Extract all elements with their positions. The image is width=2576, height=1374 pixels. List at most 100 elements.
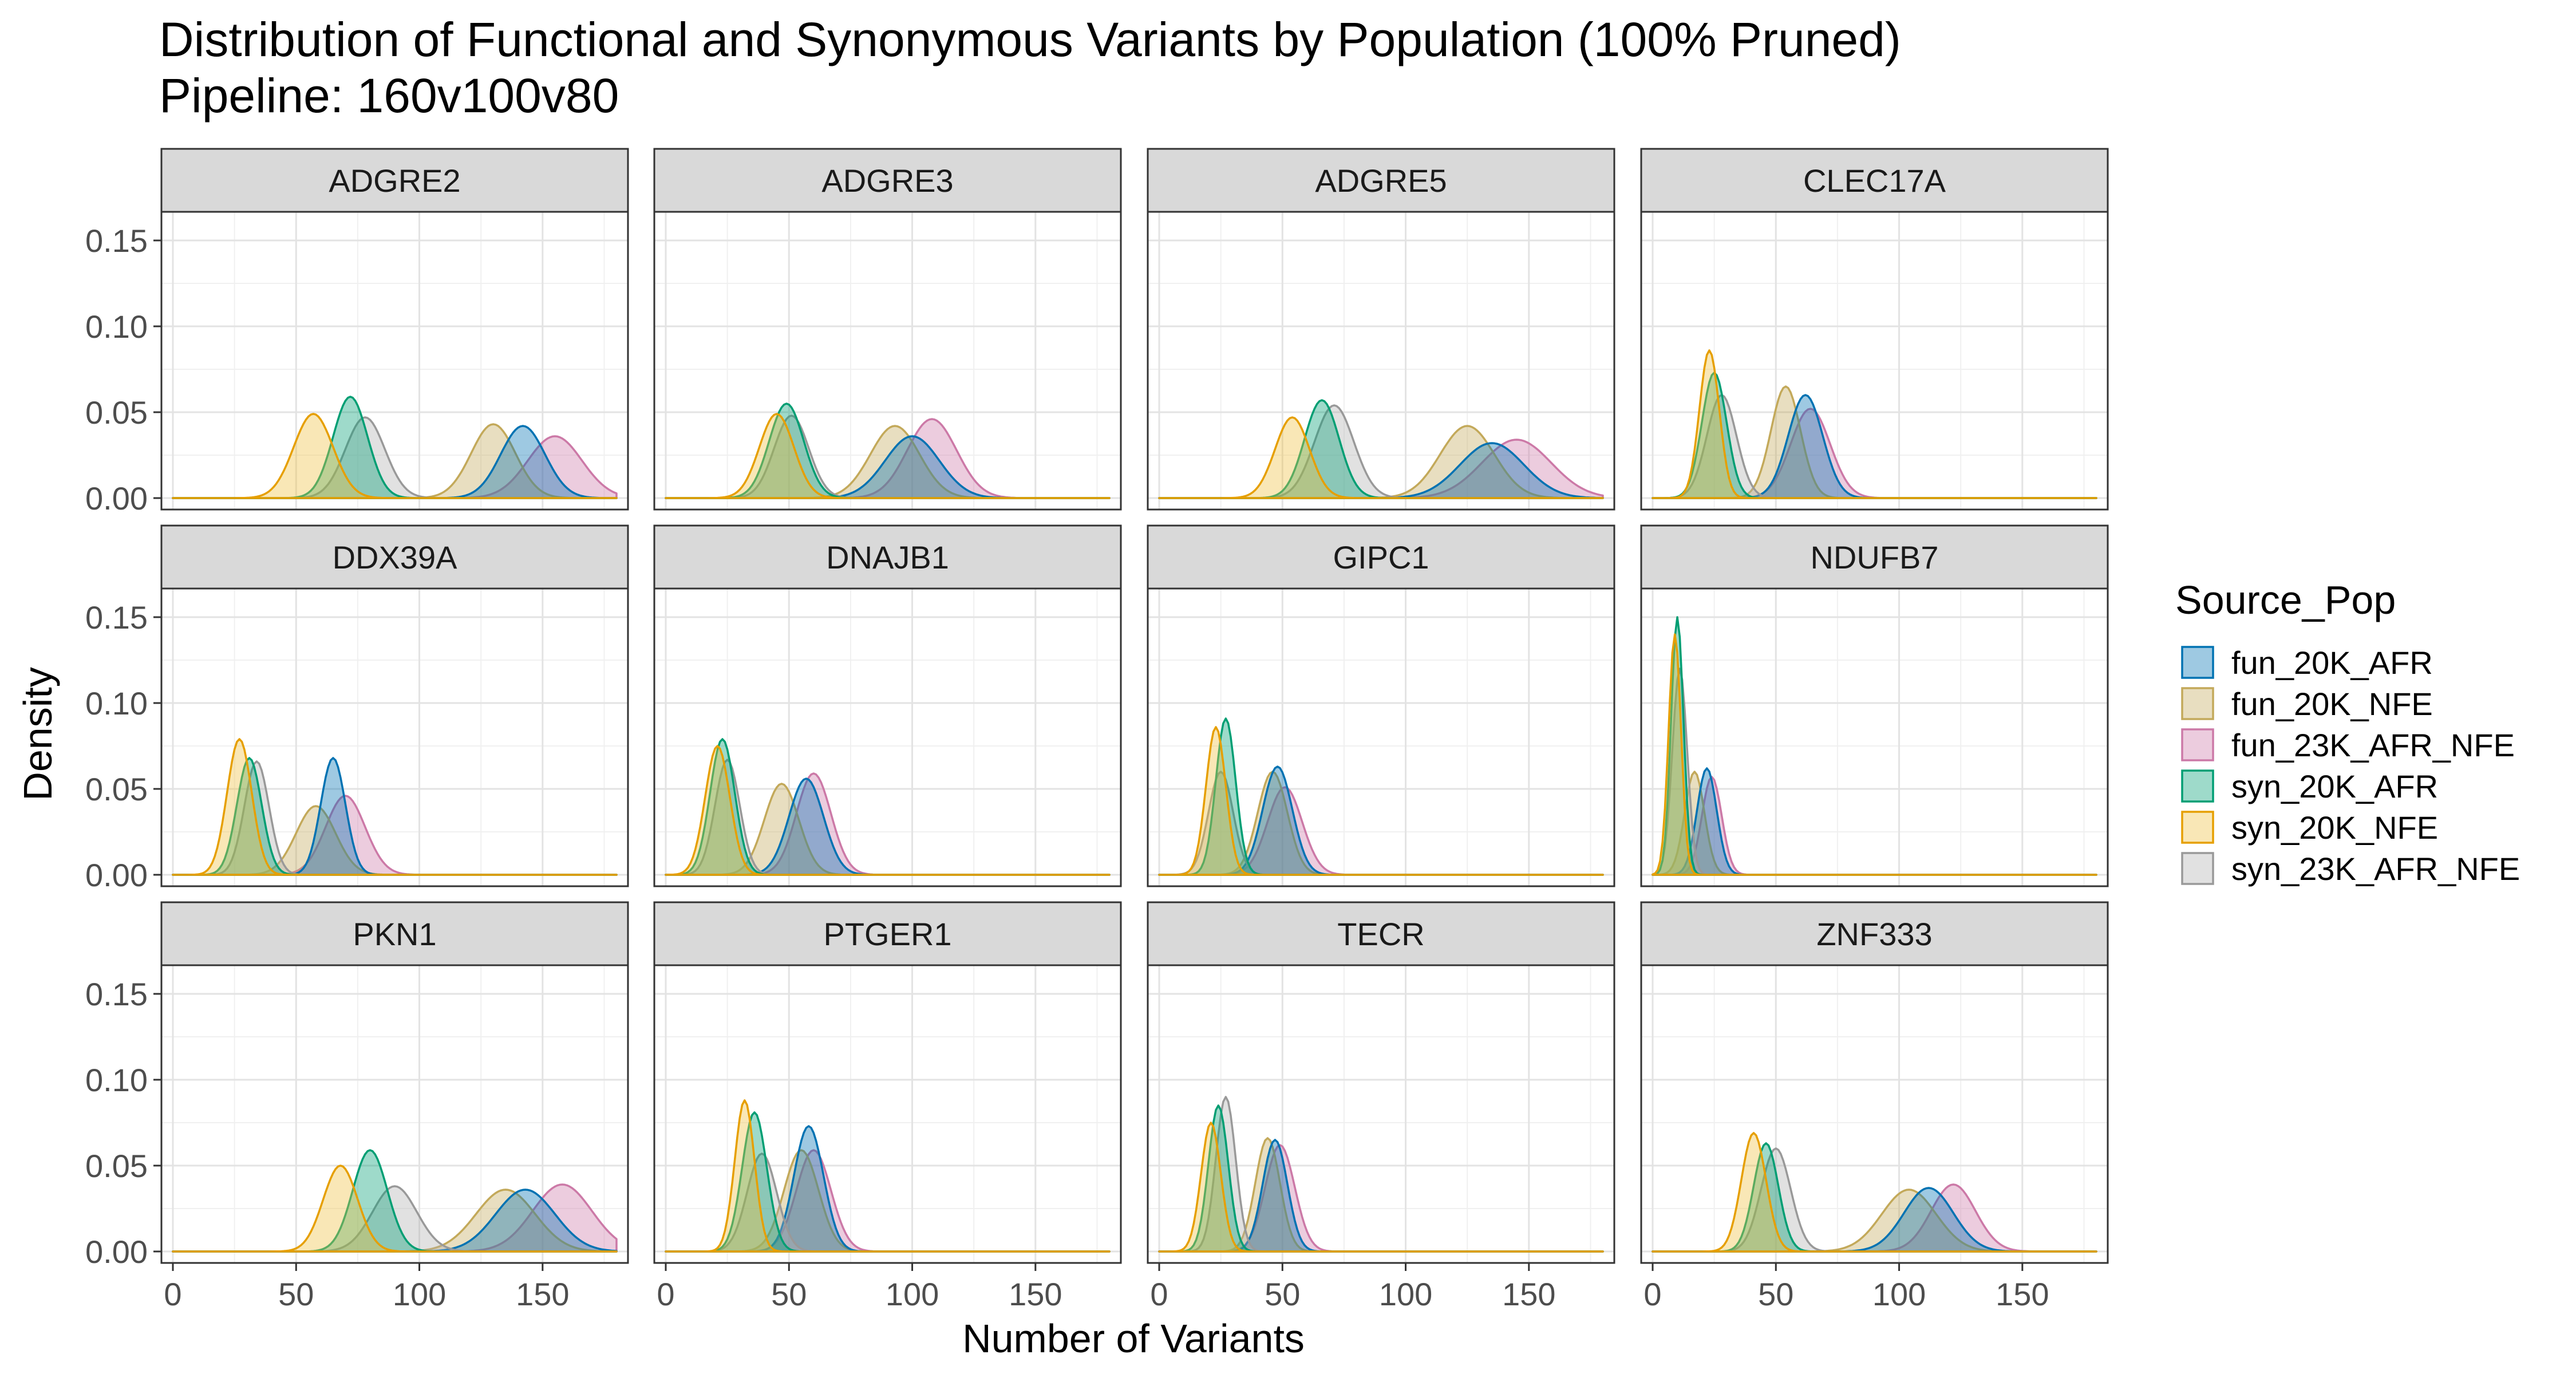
- x-tick-label: 50: [1265, 1276, 1300, 1312]
- x-tick-label: 100: [886, 1276, 939, 1312]
- facet-panel-pkn1: PKN1: [160, 901, 629, 1264]
- facet-panel-tecr: TECR: [1147, 901, 1615, 1264]
- facet-strip-label: CLEC17A: [1803, 163, 1946, 199]
- facet-strip: [1147, 524, 1615, 590]
- facet-panel-gipc1: GIPC1: [1147, 524, 1615, 887]
- legend-item-fun-20k-afr: fun_20K_AFR: [2181, 645, 2433, 681]
- facet-strip-label: PKN1: [353, 916, 436, 952]
- legend-swatch: [2181, 769, 2214, 803]
- facet-strip-label: ADGRE5: [1315, 163, 1447, 199]
- legend-swatch: [2181, 811, 2214, 844]
- legend-key-background: [2181, 811, 2214, 844]
- density-area-syn-20k-nfe: [665, 1099, 1111, 1253]
- density-area-syn-20k-nfe: [665, 745, 1111, 876]
- x-tick-label: 0: [657, 1276, 674, 1312]
- legend-swatch: [2181, 852, 2214, 885]
- density-area-syn-20k-nfe: [1158, 1122, 1604, 1253]
- panel-border: [160, 587, 629, 887]
- facet-strip: [160, 524, 629, 590]
- y-tick-label: 0.10: [85, 685, 148, 721]
- x-tick-label: 0: [164, 1276, 181, 1312]
- x-tick-label: 0: [1150, 1276, 1168, 1312]
- legend-key-background: [2181, 728, 2214, 761]
- x-tick-label: 0: [1643, 1276, 1661, 1312]
- y-tick-label: 0.00: [85, 857, 148, 893]
- density-area-syn-20k-nfe: [1158, 416, 1604, 499]
- legend: Source_Pop fun_20K_AFR fun_20K_NFE fun_23K…: [2175, 578, 2520, 887]
- legend-swatch: [2181, 687, 2214, 720]
- panel-border: [1640, 964, 2109, 1264]
- chart-title: Distribution of Functional and Synonymou…: [159, 13, 1901, 66]
- x-tick-label: 50: [278, 1276, 314, 1312]
- legend-label: syn_23K_AFR_NFE: [2231, 851, 2520, 887]
- x-tick-label: 150: [516, 1276, 569, 1312]
- x-tick-label: 100: [393, 1276, 446, 1312]
- facet-panel-dnajb1: DNAJB1: [653, 524, 1122, 887]
- density-area-syn-20k-nfe: [1652, 633, 2097, 876]
- x-axis-title: Number of Variants: [962, 1316, 1305, 1361]
- y-tick-label: 0.10: [85, 309, 148, 345]
- legend-label: syn_20K_AFR: [2231, 768, 2438, 804]
- plot-background: [1641, 212, 2108, 510]
- density-area-syn-20k-nfe: [172, 1164, 618, 1253]
- facet-strip: [1640, 524, 2109, 590]
- density-area-syn-20k-nfe: [1652, 349, 2097, 499]
- x-tick-label: 150: [1502, 1276, 1555, 1312]
- legend-key-background: [2181, 852, 2214, 885]
- legend-label: fun_20K_AFR: [2231, 645, 2433, 681]
- facet-strip: [160, 148, 629, 213]
- y-tick-label: 0.00: [85, 480, 148, 516]
- y-tick-label: 0.15: [85, 976, 148, 1012]
- facet-strip: [653, 148, 1122, 213]
- plot-background: [1641, 965, 2108, 1263]
- legend-label: syn_20K_NFE: [2231, 810, 2438, 846]
- density-area-syn-20k-nfe: [172, 738, 618, 876]
- density-area-syn-20k-nfe: [665, 413, 1111, 499]
- facet-panel-ddx39a: DDX39A: [160, 524, 629, 887]
- y-tick-label: 0.15: [85, 599, 148, 635]
- density-area-syn-20k-nfe: [172, 413, 618, 499]
- x-axis-tick-labels: 0 50 100 150 0 50 100 150 0 50 100 150 0 50 100 150: [164, 1263, 2049, 1312]
- legend-swatch: [2181, 646, 2214, 679]
- facet-panel-adgre5: ADGRE5: [1147, 148, 1615, 511]
- legend-key-background: [2181, 646, 2214, 679]
- y-axis-tick-labels: 0.00 0.05 0.10 0.15 0.00 0.05 0.10 0.15 0.00 0.05…: [85, 223, 161, 1270]
- facet-strip: [653, 524, 1122, 590]
- legend-item-fun-23k-afr-nfe: fun_23K_AFR_NFE: [2181, 727, 2515, 763]
- y-axis-title: Density: [15, 667, 60, 800]
- y-tick-label: 0.05: [85, 771, 148, 807]
- facet-panels: ADGRE2 ADGRE3 ADGRE5 CLEC17A DDX39A DNAJB1 GIP…: [160, 148, 2109, 1264]
- y-tick-label: 0.00: [85, 1234, 148, 1270]
- density-area-syn-20k-nfe: [1158, 726, 1604, 876]
- y-tick-label: 0.05: [85, 1148, 148, 1184]
- facet-strip-label: TECR: [1337, 916, 1424, 952]
- plot-background: [1148, 212, 1614, 510]
- facet-strip: [1147, 901, 1615, 966]
- facet-strip-label: DDX39A: [333, 539, 458, 575]
- plot-background: [1148, 589, 1614, 886]
- legend-item-syn-20k-nfe: syn_20K_NFE: [2181, 810, 2438, 846]
- facet-panel-clec17a: CLEC17A: [1640, 148, 2109, 511]
- x-tick-label: 150: [1009, 1276, 1062, 1312]
- plot-background: [654, 212, 1121, 510]
- panel-border: [653, 964, 1122, 1264]
- legend-title: Source_Pop: [2175, 578, 2396, 622]
- panel-border: [1640, 211, 2109, 511]
- x-tick-label: 50: [771, 1276, 807, 1312]
- legend-key-background: [2181, 769, 2214, 803]
- x-tick-label: 150: [1996, 1276, 2049, 1312]
- legend-item-syn-23k-afr-nfe: syn_23K_AFR_NFE: [2181, 851, 2520, 887]
- facet-strip-label: PTGER1: [823, 916, 951, 952]
- plot-background: [654, 965, 1121, 1263]
- panel-border: [1640, 587, 2109, 887]
- plot-background: [161, 212, 628, 510]
- plot-background: [1641, 589, 2108, 886]
- density-area-syn-20k-nfe: [1652, 1132, 2097, 1253]
- panel-border: [653, 211, 1122, 511]
- panel-border: [1147, 964, 1615, 1264]
- legend-label: fun_23K_AFR_NFE: [2231, 727, 2515, 763]
- panel-border: [1147, 587, 1615, 887]
- facet-strip-label: DNAJB1: [826, 539, 949, 575]
- y-tick-label: 0.05: [85, 394, 148, 431]
- x-tick-label: 50: [1758, 1276, 1793, 1312]
